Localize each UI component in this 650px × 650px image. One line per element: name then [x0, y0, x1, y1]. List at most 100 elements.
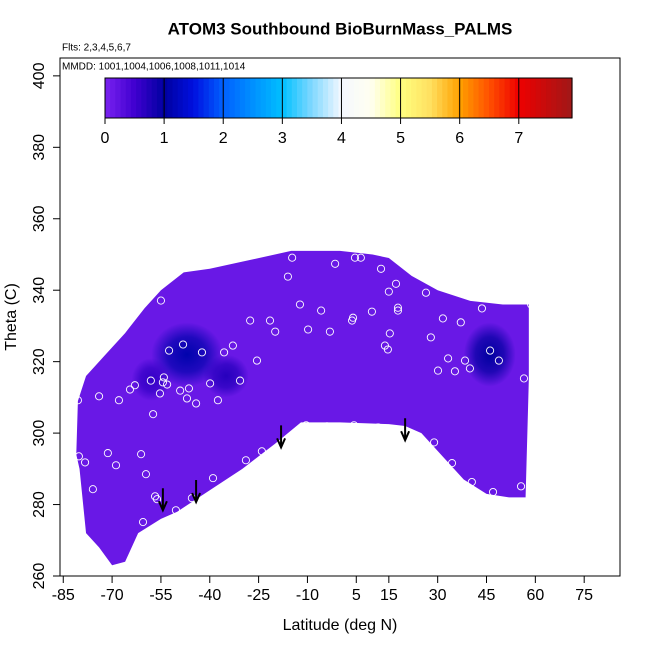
x-tick-label: -40 [198, 587, 221, 604]
data-point [438, 314, 447, 323]
data-point [125, 385, 135, 394]
colorbar-cell [556, 78, 563, 118]
colorbar-tick-label: 6 [455, 130, 464, 147]
data-point [88, 485, 97, 494]
colorbar-cell [239, 78, 246, 118]
colorbar-cell [483, 78, 490, 118]
data-point [206, 379, 215, 388]
data-point [393, 306, 403, 315]
data-point [384, 287, 393, 296]
colorbar-cell [115, 78, 122, 118]
colorbar-cell [146, 78, 153, 118]
colorbar-cell [504, 78, 511, 118]
colorbar-cell [110, 78, 116, 118]
data-point [348, 313, 358, 322]
subtitle: Flts: 2,3,4,5,6,7 [62, 43, 131, 54]
colorbar-cell [250, 78, 257, 118]
colorbar-cell [442, 78, 449, 118]
data-point [165, 346, 174, 355]
y-tick-label: 280 [31, 491, 48, 518]
colorbar-cell [286, 78, 293, 118]
x-tick-label: 5 [352, 587, 361, 604]
colorbar-cell [374, 78, 381, 118]
data-point [317, 306, 326, 315]
y-tick-label: 320 [31, 348, 48, 375]
data-point [477, 304, 487, 313]
data-point [494, 356, 503, 365]
colorbar-cell [354, 78, 360, 118]
data-point [73, 396, 82, 405]
colorbar-cell [120, 78, 127, 118]
colorbar-cell [364, 78, 371, 118]
data-point [516, 482, 526, 491]
data-point [391, 279, 401, 288]
x-tick-label: -70 [101, 587, 124, 604]
colorbar-cell [136, 78, 142, 118]
data-point [114, 396, 123, 405]
y-tick-label: 260 [31, 563, 48, 590]
x-axis-label: Latitude (deg N) [283, 617, 398, 634]
colorbar-cell [390, 78, 397, 118]
colorbar-cell [348, 78, 355, 118]
data-point [235, 376, 245, 385]
data-point [271, 327, 280, 336]
data-point [350, 253, 360, 262]
colorbar-cell [188, 78, 194, 118]
colorbar-cell [509, 78, 516, 118]
colorbar-cell [245, 78, 251, 118]
colorbar-cell [260, 78, 267, 118]
colorbar-tick-label: 0 [101, 130, 110, 147]
data-point [304, 325, 313, 334]
colorbar-cell [546, 78, 552, 118]
data-point [81, 458, 90, 467]
data-point [179, 340, 188, 349]
colorbar-cell [317, 78, 324, 118]
data-region [76, 250, 529, 566]
data-point [146, 376, 155, 385]
colorbar-cell [105, 78, 111, 118]
data-point [447, 459, 457, 468]
colorbar-cell [296, 78, 303, 118]
colorbar-cell [514, 78, 521, 118]
data-point [385, 329, 394, 338]
colorbar-cell [182, 78, 189, 118]
y-tick-label: 340 [31, 277, 48, 304]
colorbar-cell [208, 78, 215, 118]
data-point [430, 438, 439, 447]
x-tick-label: 45 [478, 587, 496, 604]
data-point [171, 506, 180, 515]
colorbar-cell [156, 78, 163, 118]
data-point [341, 423, 350, 432]
data-point [192, 399, 201, 408]
colorbar-cell [343, 78, 350, 118]
x-tick-label: 30 [429, 587, 447, 604]
data-point [213, 396, 222, 405]
data-point [444, 354, 453, 363]
colorbar-cell [499, 78, 506, 118]
colorbar-tick-label: 7 [514, 130, 523, 147]
colorbar-tick-label: 5 [396, 130, 405, 147]
arrow [157, 488, 168, 513]
colorbar-cell [535, 78, 542, 118]
colorbar-cell [566, 78, 573, 118]
x-tick-label: 75 [575, 587, 593, 604]
colorbar-cell [416, 78, 423, 118]
colorbar-cell [380, 78, 386, 118]
data-point [158, 378, 167, 387]
colorbar-cell [177, 78, 184, 118]
colorbar-cell [224, 78, 231, 118]
y-tick-label: 400 [31, 62, 48, 89]
chart-title: ATOM3 Southbound BioBurnMass_PALMS [168, 19, 513, 38]
data-point [208, 474, 218, 483]
data-point [367, 307, 376, 316]
data-point [246, 316, 255, 325]
data-point [331, 259, 340, 268]
data-point [197, 348, 207, 357]
data-point [527, 300, 536, 309]
colorbar-cell [473, 78, 480, 118]
data-point [130, 381, 139, 390]
colorbar-cell [551, 78, 558, 118]
colorbar-cell [525, 78, 532, 118]
y-tick-label: 300 [31, 420, 48, 447]
